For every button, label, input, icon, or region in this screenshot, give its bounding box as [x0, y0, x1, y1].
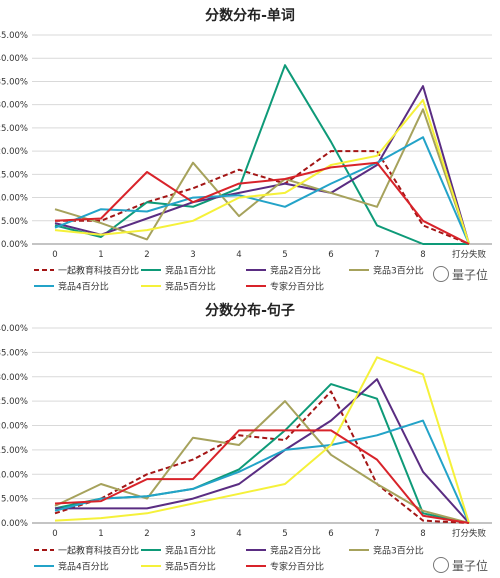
- x-tick-label: 3: [190, 529, 195, 539]
- x-tick-label: 4: [236, 250, 241, 260]
- y-tick-label: 15.00%: [0, 446, 28, 456]
- x-tick-label: 6: [328, 529, 333, 539]
- legend-label: 竞品1百分比: [165, 265, 216, 277]
- watermark: 量子位: [433, 266, 488, 283]
- x-tick-label: 0: [52, 250, 57, 260]
- x-tick-label: 2: [144, 529, 149, 539]
- legend-label: 一起教育科技百分比: [58, 545, 139, 557]
- x-tick-label: 6: [328, 250, 333, 260]
- y-tick-label: 35.00%: [0, 77, 28, 87]
- series-line: [55, 378, 470, 524]
- series-line: [54, 429, 470, 524]
- legend-label: 竞品4百分比: [58, 561, 109, 573]
- series-line: [54, 64, 469, 245]
- y-tick-label: 20.00%: [0, 422, 28, 432]
- y-tick-label: 0.00%: [1, 519, 28, 529]
- legend-label: 专家分百分比: [270, 561, 324, 573]
- series-line: [54, 356, 470, 524]
- x-tick-label: 7: [374, 250, 379, 260]
- y-tick-label: 30.00%: [0, 373, 28, 383]
- y-tick-label: 40.00%: [0, 54, 28, 64]
- y-tick-label: 40.00%: [0, 324, 28, 334]
- x-tick-label: 5: [282, 250, 287, 260]
- y-tick-label: 45.00%: [0, 31, 28, 41]
- watermark-text: 量子位: [452, 268, 489, 282]
- x-tick-label: 1: [98, 529, 103, 539]
- x-tick-label: 1: [98, 250, 103, 260]
- x-tick-label: 5: [282, 529, 287, 539]
- y-tick-label: 25.00%: [0, 124, 28, 134]
- x-tick-label: 8: [420, 529, 425, 539]
- y-tick-label: 30.00%: [0, 101, 28, 111]
- watermark-text: 量子位: [452, 559, 489, 573]
- series-line: [54, 85, 470, 245]
- chart-title: 分数分布-单词: [205, 7, 295, 24]
- x-tick-label: 0: [52, 529, 57, 539]
- legend-label: 专家分百分比: [270, 281, 324, 293]
- series-line: [54, 108, 470, 245]
- y-tick-label: 5.00%: [1, 217, 28, 227]
- series-line: [54, 390, 470, 524]
- wechat-icon: [433, 266, 449, 282]
- y-tick-label: 10.00%: [0, 470, 28, 480]
- y-tick-label: 20.00%: [0, 147, 28, 157]
- series-line: [55, 150, 470, 245]
- series-line: [54, 419, 470, 524]
- x-tick-label: 2: [144, 250, 149, 260]
- x-tick-label: 7: [374, 529, 379, 539]
- y-tick-label: 15.00%: [0, 170, 28, 180]
- x-tick-label: 打分失败: [452, 249, 487, 260]
- chart-word-distribution: 分数分布-单词 0.00% 5.00% 10.00% 15.00% 20.00% 25.00…: [0, 7, 492, 293]
- legend-label: 竞品2百分比: [270, 265, 321, 277]
- x-tick-label: 打分失败: [452, 528, 487, 539]
- y-tick-label: 10.00%: [0, 194, 28, 204]
- legend-label: 竞品5百分比: [165, 281, 216, 293]
- legend-label: 竞品3百分比: [373, 265, 424, 277]
- series-line: [54, 136, 470, 245]
- series-line: [54, 161, 470, 245]
- watermark: 量子位: [433, 557, 488, 574]
- legend-label: 一起教育科技百分比: [58, 265, 139, 277]
- legend-label: 竞品5百分比: [165, 561, 216, 573]
- y-tick-label: 25.00%: [0, 397, 28, 407]
- legend-label: 竞品2百分比: [270, 545, 321, 557]
- x-tick-label: 4: [236, 529, 241, 539]
- y-tick-label: 35.00%: [0, 348, 28, 358]
- legend-label: 竞品3百分比: [373, 545, 424, 557]
- wechat-icon: [433, 557, 449, 573]
- x-tick-label: 8: [420, 250, 425, 260]
- y-tick-label: 5.00%: [1, 495, 28, 505]
- legend-label: 竞品1百分比: [165, 545, 216, 557]
- series-line: [54, 99, 470, 245]
- y-tick-label: 0.00%: [1, 240, 28, 250]
- chart-sentence-distribution: 分数分布-句子 0.00% 5.00% 10.00% 15.00% 20.00% 25.00…: [0, 302, 492, 573]
- legend-label: 竞品4百分比: [58, 281, 109, 293]
- series-line: [54, 400, 470, 524]
- chart-title: 分数分布-句子: [205, 302, 295, 319]
- x-tick-label: 3: [190, 250, 195, 260]
